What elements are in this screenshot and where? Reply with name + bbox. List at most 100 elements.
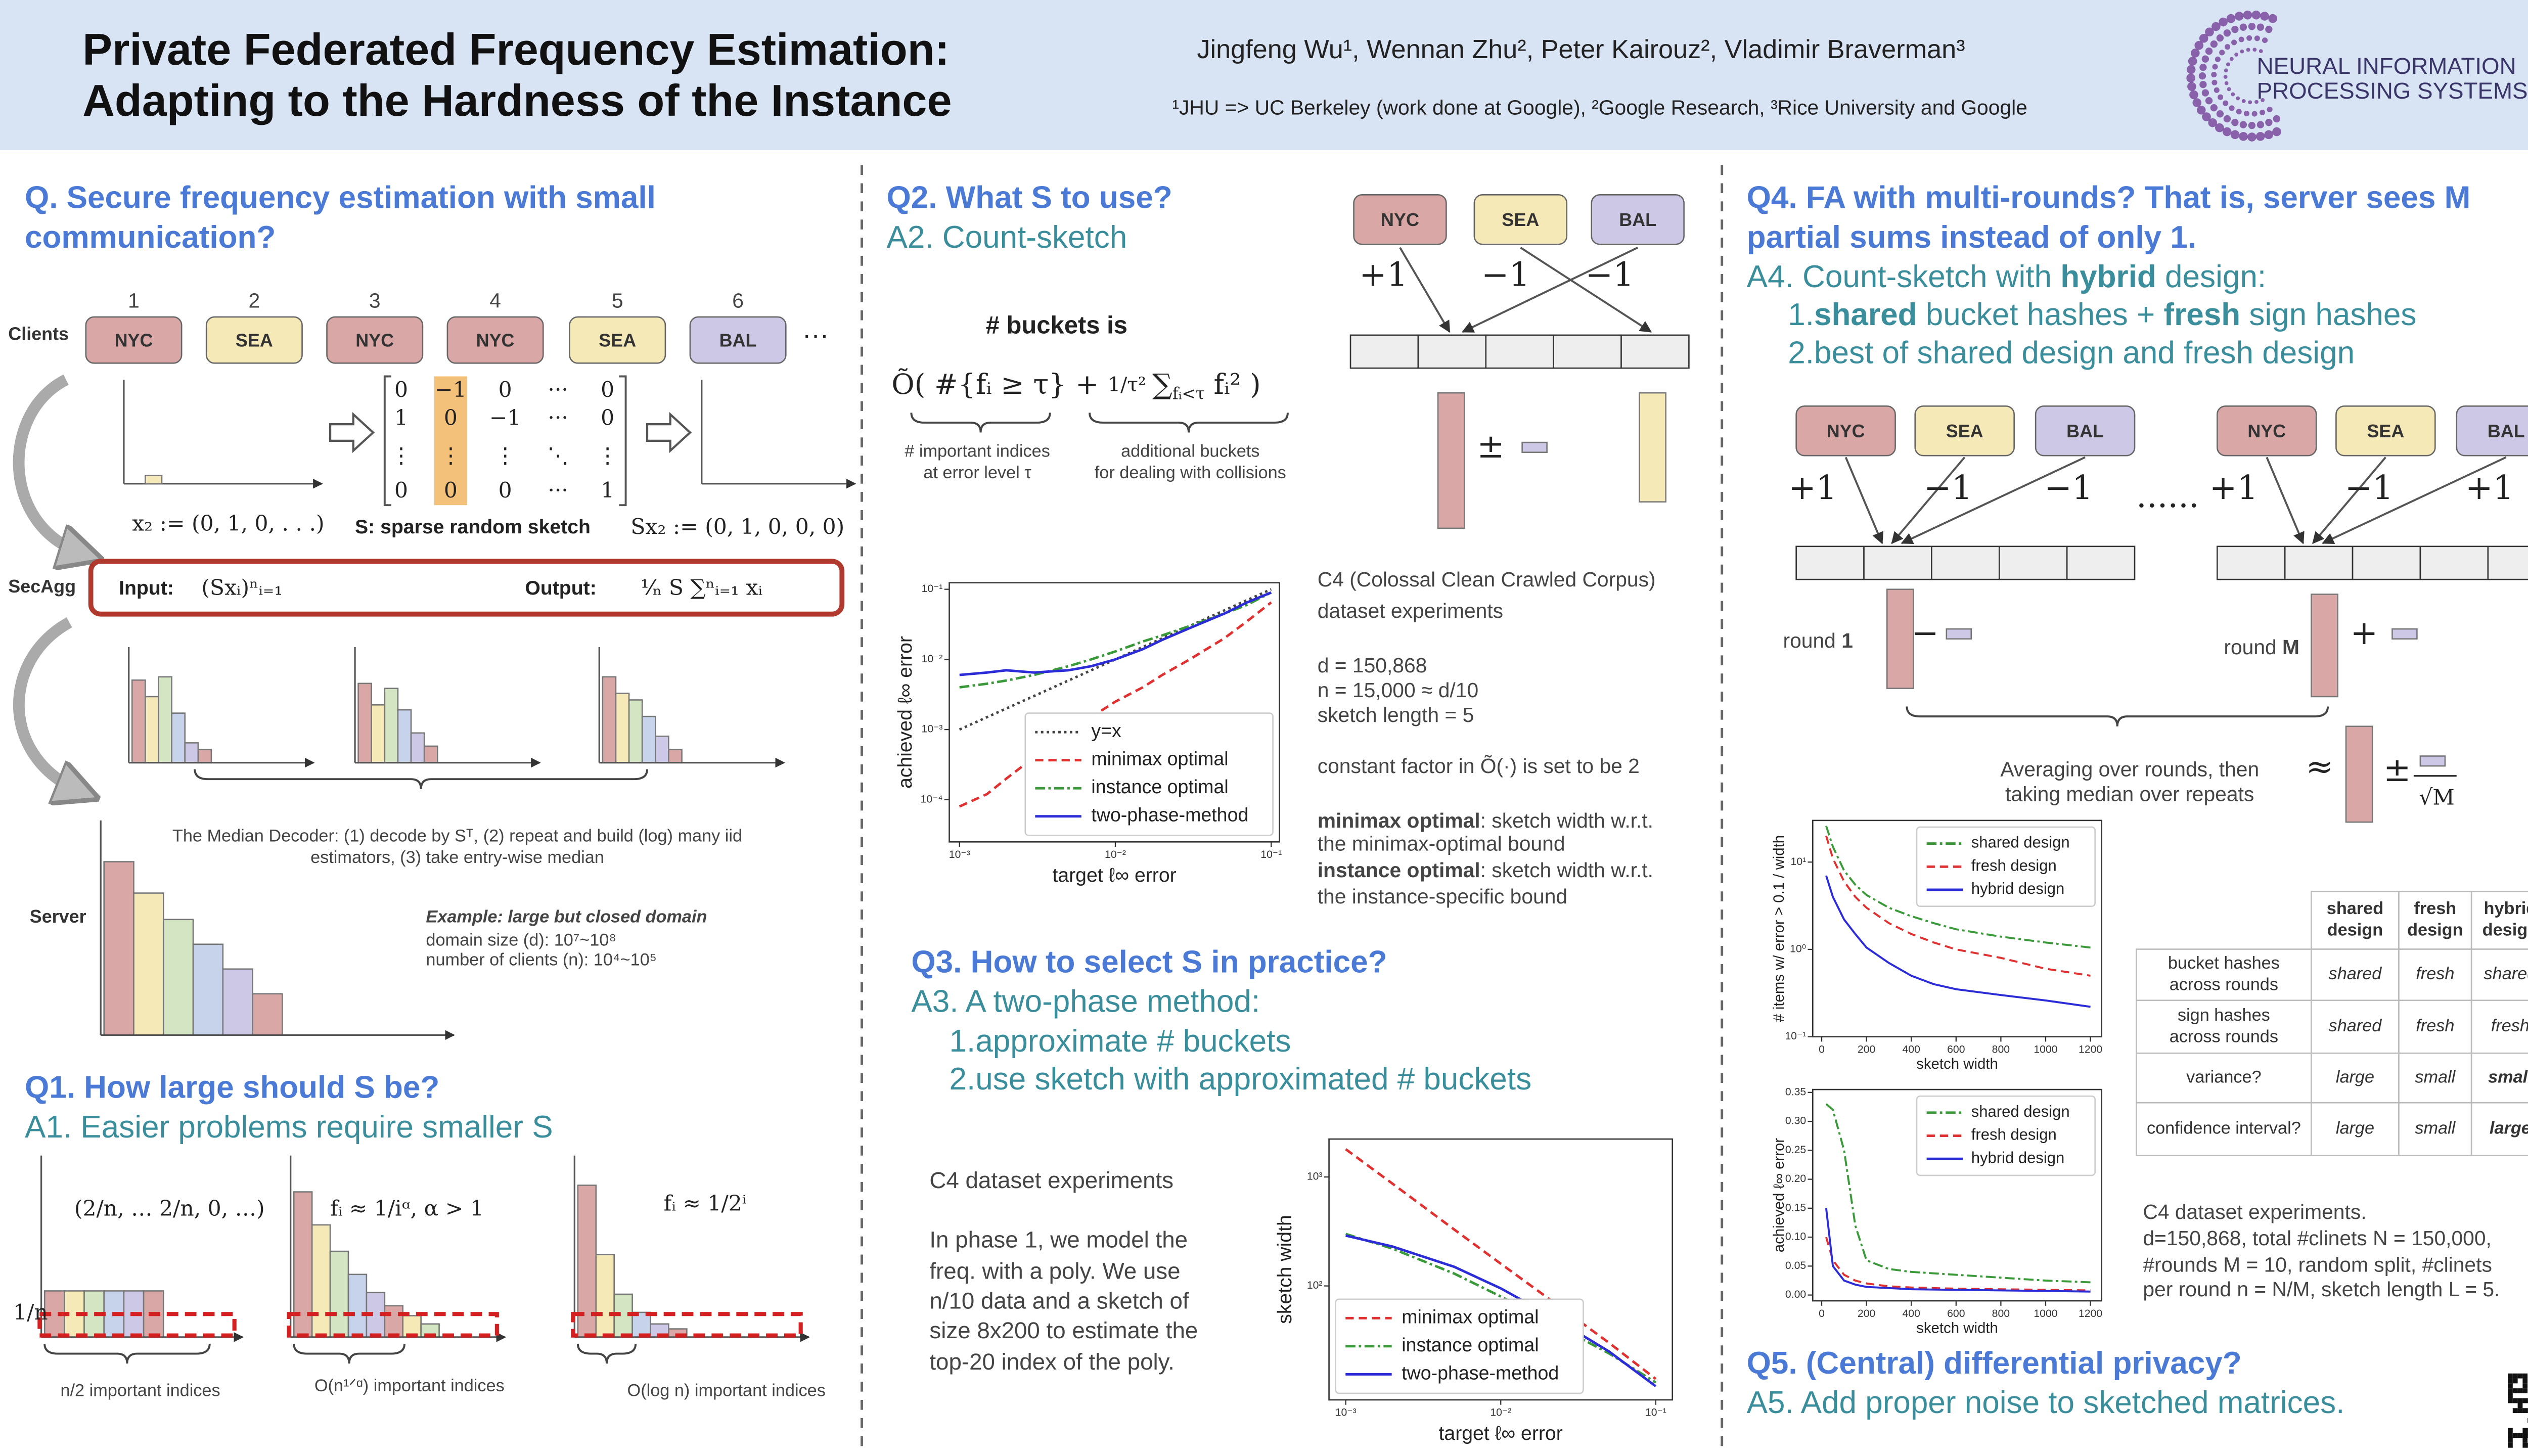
histogram-bar bbox=[577, 1185, 597, 1338]
client-name: NYC bbox=[476, 330, 515, 350]
logo-dot bbox=[2261, 98, 2265, 102]
note: n = 15,000 ≈ d/10 bbox=[1318, 678, 1478, 702]
formula: (Sxᵢ)ⁿᵢ₌₁ bbox=[201, 576, 283, 601]
client-name: NYC bbox=[1827, 421, 1865, 441]
data-line bbox=[1825, 825, 2091, 949]
matrix-cell: 0 bbox=[394, 378, 408, 402]
data-line bbox=[1825, 875, 2091, 1008]
histogram-bar bbox=[347, 1273, 368, 1338]
client-name: NYC bbox=[115, 330, 153, 350]
table-row-label: across rounds bbox=[2170, 1027, 2278, 1046]
answer: A4. Count-sketch with hybrid design: bbox=[1747, 259, 2266, 294]
table-header: design bbox=[2482, 921, 2528, 940]
brace bbox=[194, 769, 648, 789]
logo-dot bbox=[2255, 132, 2265, 141]
x-tick-label: 10⁻² bbox=[1105, 849, 1126, 860]
answer: A3. A two-phase method: bbox=[911, 984, 1260, 1019]
histogram-bar bbox=[158, 676, 172, 763]
client-name: BAL bbox=[1619, 209, 1656, 230]
histogram-bar bbox=[252, 993, 283, 1036]
row-label: Clients bbox=[8, 323, 69, 344]
histogram-bar bbox=[192, 943, 224, 1036]
histogram-bar bbox=[311, 1224, 331, 1338]
answer: A1. Easier problems require smaller S bbox=[25, 1110, 553, 1145]
legend-label: instance optimal bbox=[1402, 1334, 1539, 1355]
logo-dot bbox=[2239, 23, 2247, 31]
y-tick-label: 0.30 bbox=[1785, 1115, 1806, 1127]
affiliations: ¹JHU => UC Berkeley (work done at Google… bbox=[1172, 96, 2027, 119]
logo-dot bbox=[2223, 100, 2229, 106]
client-box bbox=[2335, 405, 2436, 457]
legend-label: instance optimal bbox=[1091, 776, 1228, 797]
data-line bbox=[959, 588, 1272, 731]
formula-title: # buckets is bbox=[986, 311, 1127, 339]
x-tick-label: 1000 bbox=[2034, 1308, 2057, 1320]
logo-dot bbox=[2218, 94, 2224, 100]
formula: Õ( #{fᵢ ≥ τ} + 1/τ² ∑fᵢ<τ fᵢ² ) bbox=[891, 368, 1260, 403]
logo-dot bbox=[2223, 75, 2228, 79]
table-cell-text: shared bbox=[2329, 964, 2382, 983]
text-span: 1/τ² bbox=[1108, 374, 1152, 396]
table-cell-text: shared bbox=[2484, 964, 2528, 983]
brace bbox=[43, 1343, 211, 1364]
step: 1.shared bucket hashes + fresh sign hash… bbox=[1788, 297, 2416, 332]
sketch-cell bbox=[1349, 334, 1419, 369]
sketch-cell bbox=[2284, 545, 2354, 580]
client-box bbox=[689, 316, 787, 364]
sketch-cell bbox=[1931, 545, 2000, 580]
qr-module bbox=[2512, 1408, 2518, 1414]
qr-module bbox=[2512, 1373, 2518, 1379]
logo-dot bbox=[2219, 17, 2228, 27]
sketch-cell bbox=[2487, 545, 2528, 580]
logo-dot bbox=[2252, 48, 2257, 52]
matrix-cell: 0 bbox=[444, 405, 458, 430]
qr-module bbox=[2517, 1433, 2523, 1438]
logo-dot bbox=[2231, 25, 2239, 33]
y-tick-label: 0.10 bbox=[1785, 1231, 1806, 1243]
step: 2.use sketch with approximated # buckets bbox=[950, 1062, 1532, 1097]
logo-dot bbox=[2189, 90, 2198, 100]
brace bbox=[1906, 706, 2329, 726]
logo-text: NEURAL INFORMATION bbox=[2257, 53, 2516, 79]
histogram-bar bbox=[423, 745, 438, 763]
logo-dot bbox=[2254, 100, 2259, 104]
logo-dot bbox=[2214, 87, 2220, 93]
x-tick-label: 400 bbox=[1903, 1308, 1920, 1320]
logo-dot bbox=[2240, 49, 2244, 54]
logo-dot bbox=[2260, 12, 2269, 21]
note: top-20 index of the poly. bbox=[929, 1349, 1174, 1375]
brace-label: for dealing with collisions bbox=[1095, 463, 1286, 482]
hash-arrow bbox=[1461, 247, 1639, 333]
histogram-bar bbox=[162, 919, 194, 1036]
row-label: SecAgg bbox=[8, 576, 76, 597]
histogram-bar bbox=[222, 968, 253, 1036]
answer: A2. Count-sketch bbox=[886, 220, 1127, 255]
client-index: 2 bbox=[249, 289, 260, 312]
table-cell-text: shared bbox=[2329, 1016, 2382, 1035]
heading: Q2. What S to use? bbox=[886, 180, 1172, 215]
data-line bbox=[1345, 1233, 1657, 1384]
logo-dot bbox=[2192, 98, 2202, 107]
y-axis-label: achieved ℓ∞ error bbox=[894, 636, 916, 789]
table-cell bbox=[2311, 890, 2400, 950]
histogram-bar bbox=[410, 732, 425, 763]
authors: Jingfeng Wu¹, Wennan Zhu², Peter Kairouz… bbox=[1197, 35, 1965, 64]
x-tick-label: 10⁻² bbox=[1490, 1407, 1511, 1419]
histogram-bar bbox=[655, 736, 669, 763]
table-header: design bbox=[2327, 921, 2383, 940]
sketch-cell bbox=[2066, 545, 2136, 580]
matrix-cell: 0 bbox=[601, 405, 614, 430]
matrix-cell: ⋮ bbox=[390, 443, 412, 468]
table-cell bbox=[2311, 1102, 2400, 1157]
text-span: : sketch width w.r.t. bbox=[1480, 858, 1653, 882]
sign: −1 bbox=[1481, 256, 1530, 294]
qr-module bbox=[2522, 1373, 2528, 1379]
logo-dot bbox=[2248, 121, 2256, 129]
formula: ¹⁄ₙ S ∑ⁿᵢ₌₁ xᵢ bbox=[641, 576, 762, 601]
matrix-cell: 1 bbox=[394, 405, 408, 430]
table-cell bbox=[2470, 948, 2528, 1002]
table-row-label: bucket hashes bbox=[2168, 953, 2280, 973]
text-span: 1. bbox=[1788, 297, 1814, 332]
noise-bar bbox=[1521, 441, 1548, 453]
matrix-cell: −1 bbox=[435, 378, 467, 402]
